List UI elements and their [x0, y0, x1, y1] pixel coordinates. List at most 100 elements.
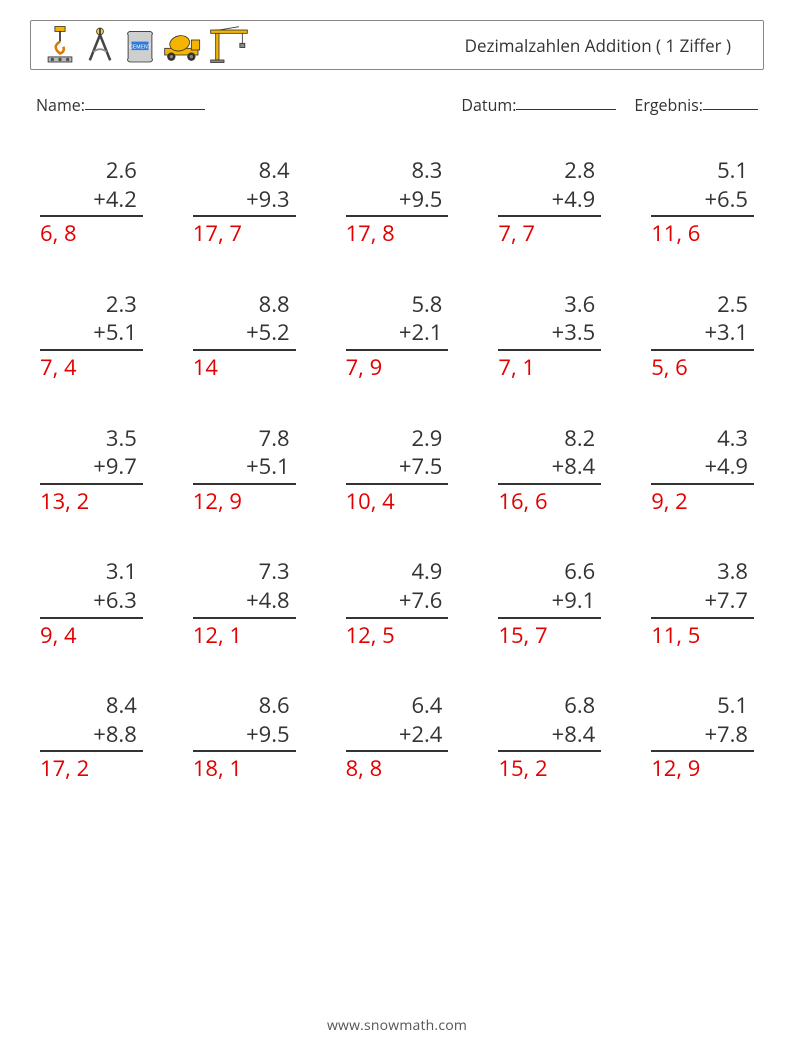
- operand-b: +4.9: [651, 452, 754, 481]
- problem: 8.6+9.518, 1: [193, 691, 296, 783]
- answer: 12, 9: [193, 487, 296, 516]
- problem: 7.8+5.1 12, 9: [193, 424, 296, 516]
- header-icons: CEMENT: [43, 26, 249, 64]
- rule-line: [193, 617, 296, 619]
- answer: 11, 6: [651, 219, 754, 248]
- answer: 9, 4: [40, 621, 143, 650]
- rule-line: [498, 617, 601, 619]
- rule-line: [40, 349, 143, 351]
- operand-a: 3.6: [498, 290, 601, 319]
- result-blank: [703, 94, 758, 110]
- answer: 18, 1: [193, 754, 296, 783]
- date-blank: [516, 94, 616, 110]
- rule-line: [498, 750, 601, 752]
- operand-a: 6.6: [498, 557, 601, 586]
- operand-a: 8.8: [193, 290, 296, 319]
- operand-b: +3.5: [498, 318, 601, 347]
- problem: 6.4+2.48, 8: [346, 691, 449, 783]
- operand-a: 3.1: [40, 557, 143, 586]
- rule-line: [498, 483, 601, 485]
- answer: 6, 8: [40, 219, 143, 248]
- operand-b: +8.4: [498, 720, 601, 749]
- operand-b: +3.1: [651, 318, 754, 347]
- problem: 7.3+4.8 12, 1: [193, 557, 296, 649]
- answer: 15, 7: [498, 621, 601, 650]
- rule-line: [498, 215, 601, 217]
- operand-a: 8.3: [346, 156, 449, 185]
- rule-line: [193, 349, 296, 351]
- info-row: Name: Datum: Ergebnis:: [30, 94, 764, 116]
- answer: 7, 9: [346, 353, 449, 382]
- rule-line: [346, 483, 449, 485]
- operand-b: +8.4: [498, 452, 601, 481]
- answer: 12, 5: [346, 621, 449, 650]
- footer-url: www.snowmath.com: [0, 1016, 794, 1035]
- header-box: CEMENT Dezimalzahlen Addition ( 1 Ziffer…: [30, 20, 764, 70]
- operand-b: +4.9: [498, 185, 601, 214]
- problem: 6.6+9.1 15, 7: [498, 557, 601, 649]
- problem: 3.1+6.3 9, 4: [40, 557, 143, 649]
- answer: 17, 7: [193, 219, 296, 248]
- operand-a: 8.4: [193, 156, 296, 185]
- answer: 15, 2: [498, 754, 601, 783]
- problems-grid: 2.6+4.26, 88.4+9.317, 78.3+9.517, 82.8+4…: [30, 156, 764, 783]
- rule-line: [346, 349, 449, 351]
- rule-line: [651, 750, 754, 752]
- rule-line: [40, 750, 143, 752]
- operand-a: 8.6: [193, 691, 296, 720]
- mixer-truck-icon: [163, 26, 203, 64]
- operand-b: +6.5: [651, 185, 754, 214]
- answer: 14: [193, 353, 296, 382]
- problem: 2.9+7.510, 4: [346, 424, 449, 516]
- name-label: Name:: [36, 94, 85, 116]
- operand-a: 5.1: [651, 156, 754, 185]
- answer: 5, 6: [651, 353, 754, 382]
- date-label: Datum:: [461, 94, 516, 116]
- operand-b: +5.1: [40, 318, 143, 347]
- operand-b: +5.2: [193, 318, 296, 347]
- answer: 12, 1: [193, 621, 296, 650]
- hook-icon: [43, 26, 77, 64]
- operand-b: +7.8: [651, 720, 754, 749]
- operand-b: +2.4: [346, 720, 449, 749]
- rule-line: [651, 349, 754, 351]
- problem: 3.6+3.5 7, 1: [498, 290, 601, 382]
- operand-a: 2.6: [40, 156, 143, 185]
- problem: 2.6+4.2 6, 8: [40, 156, 143, 248]
- rule-line: [40, 215, 143, 217]
- operand-a: 7.8: [193, 424, 296, 453]
- answer: 7, 7: [498, 219, 601, 248]
- operand-b: +6.3: [40, 586, 143, 615]
- rule-line: [193, 483, 296, 485]
- problem: 5.1+7.812, 9: [651, 691, 754, 783]
- operand-b: +7.5: [346, 452, 449, 481]
- svg-text:CEMENT: CEMENT: [129, 44, 151, 50]
- worksheet-title: Dezimalzahlen Addition ( 1 Ziffer ): [465, 34, 751, 57]
- operand-a: 3.8: [651, 557, 754, 586]
- problem: 3.8+7.711, 5: [651, 557, 754, 649]
- rule-line: [346, 617, 449, 619]
- answer: 7, 1: [498, 353, 601, 382]
- operand-a: 4.3: [651, 424, 754, 453]
- rule-line: [651, 617, 754, 619]
- answer: 17, 8: [346, 219, 449, 248]
- problem: 8.4+8.817, 2: [40, 691, 143, 783]
- operand-b: +2.1: [346, 318, 449, 347]
- operand-a: 7.3: [193, 557, 296, 586]
- problem: 8.8+5.2 14: [193, 290, 296, 382]
- problem: 2.8+4.97, 7: [498, 156, 601, 248]
- rule-line: [346, 750, 449, 752]
- operand-b: +9.3: [193, 185, 296, 214]
- operand-b: +4.8: [193, 586, 296, 615]
- name-blank: [85, 94, 205, 110]
- operand-b: +5.1: [193, 452, 296, 481]
- compass-icon: [83, 26, 117, 64]
- problem: 2.5+3.15, 6: [651, 290, 754, 382]
- operand-b: +9.1: [498, 586, 601, 615]
- operand-a: 8.4: [40, 691, 143, 720]
- operand-b: +4.2: [40, 185, 143, 214]
- operand-a: 6.4: [346, 691, 449, 720]
- operand-a: 6.8: [498, 691, 601, 720]
- rule-line: [498, 349, 601, 351]
- rule-line: [193, 215, 296, 217]
